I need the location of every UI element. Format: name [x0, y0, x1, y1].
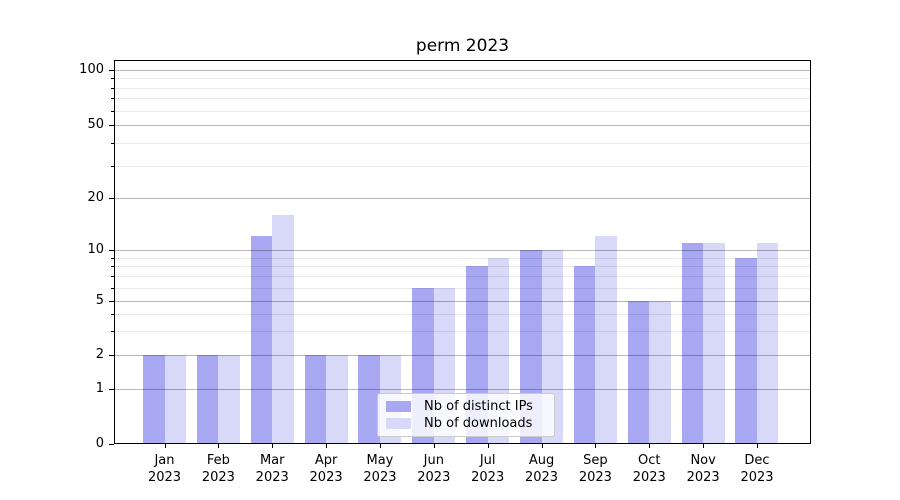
bar-downloads — [164, 355, 186, 443]
bar-downloads — [218, 355, 240, 443]
bar-distinct-ips — [304, 355, 327, 443]
y-tick-label: 2 — [95, 347, 104, 362]
x-tick-mark — [541, 444, 543, 448]
bar-downloads — [756, 242, 779, 443]
x-tick-mark — [649, 444, 651, 448]
y-tick-label: 10 — [87, 242, 104, 257]
x-tick-mark — [218, 444, 220, 448]
x-tick-mark — [487, 444, 489, 448]
y-tick-label: 0 — [95, 436, 104, 451]
y-minor-tick-mark — [111, 165, 114, 167]
bar-distinct-ips — [250, 236, 273, 443]
y-tick-mark — [109, 389, 114, 390]
x-tick-label: Apr 2023 — [309, 453, 343, 485]
plot-area — [114, 60, 811, 444]
bars-layer — [115, 61, 810, 443]
y-tick-mark — [109, 198, 114, 199]
x-tick-label: Feb 2023 — [201, 453, 235, 485]
x-tick-label: Oct 2023 — [632, 453, 666, 485]
y-minor-tick-mark — [111, 331, 114, 333]
bar-distinct-ips — [681, 242, 704, 443]
legend-row-distinct-ips: Nb of distinct IPs — [386, 399, 546, 414]
x-tick-label: Jan 2023 — [147, 453, 182, 485]
y-minor-tick-mark — [111, 98, 114, 100]
y-tick-label: 5 — [95, 293, 104, 308]
bar-distinct-ips — [196, 355, 219, 443]
y-tick-mark — [109, 301, 114, 302]
x-tick-label: Jul 2023 — [471, 453, 505, 485]
y-minor-tick-mark — [111, 78, 114, 80]
legend-label-downloads: Nb of downloads — [424, 416, 533, 432]
x-tick-mark — [272, 444, 274, 448]
x-tick-mark — [703, 444, 705, 448]
y-minor-tick-mark — [111, 142, 114, 144]
bar-distinct-ips — [735, 257, 757, 443]
x-tick-mark — [164, 444, 166, 448]
y-tick-mark — [109, 70, 114, 71]
x-tick-label: Sep 2023 — [578, 453, 612, 485]
x-tick-label: Aug 2023 — [524, 453, 559, 485]
chart-title: perm 2023 — [415, 36, 510, 56]
bar-distinct-ips — [627, 301, 650, 443]
y-minor-tick-mark — [111, 314, 114, 316]
legend-label-distinct-ips: Nb of distinct IPs — [424, 398, 533, 414]
legend: Nb of distinct IPs Nb of downloads — [377, 393, 555, 437]
y-tick-mark — [109, 355, 114, 356]
y-tick-label: 100 — [79, 62, 104, 77]
legend-swatch-distinct-ips — [386, 400, 411, 412]
x-tick-label: Jun 2023 — [417, 453, 451, 485]
y-tick-mark — [109, 125, 114, 126]
x-tick-label: Dec 2023 — [740, 453, 774, 485]
y-minor-tick-mark — [111, 266, 114, 268]
bar-distinct-ips — [573, 266, 596, 443]
y-minor-tick-mark — [111, 257, 114, 259]
x-tick-label: May 2023 — [363, 453, 397, 485]
bar-distinct-ips — [143, 355, 165, 443]
x-tick-mark — [756, 444, 758, 448]
y-minor-tick-mark — [111, 287, 114, 289]
bar-downloads — [703, 242, 725, 443]
y-minor-tick-mark — [111, 110, 114, 112]
bar-downloads — [272, 214, 294, 443]
legend-swatch-downloads — [386, 418, 411, 430]
y-tick-label: 50 — [87, 117, 104, 132]
y-minor-tick-mark — [111, 87, 114, 89]
x-tick-mark — [326, 444, 328, 448]
bar-downloads — [649, 301, 671, 443]
y-tick-mark — [109, 444, 114, 445]
y-tick-mark — [109, 250, 114, 251]
bar-distinct-ips — [358, 355, 380, 443]
x-tick-mark — [379, 444, 381, 448]
x-tick-mark — [433, 444, 435, 448]
bar-downloads — [595, 236, 617, 443]
bar-downloads — [326, 355, 348, 443]
y-minor-tick-mark — [111, 276, 114, 278]
x-tick-label: Nov 2023 — [686, 453, 720, 485]
x-tick-label: Mar 2023 — [255, 453, 289, 485]
y-tick-label: 1 — [95, 381, 104, 396]
x-tick-mark — [595, 444, 597, 448]
legend-row-downloads: Nb of downloads — [386, 416, 546, 431]
y-tick-label: 20 — [87, 190, 104, 205]
